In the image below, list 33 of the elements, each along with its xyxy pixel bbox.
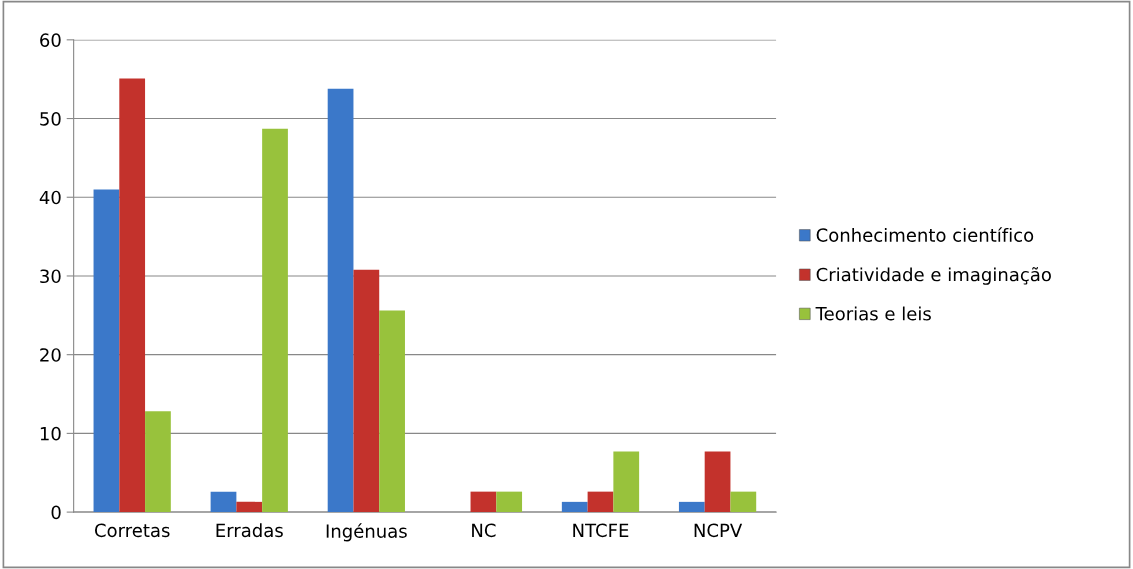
bar [613, 451, 640, 513]
bar [587, 491, 614, 513]
legend-label: Criatividade e imaginação [816, 267, 1051, 285]
bar [327, 88, 354, 513]
x-tick-label: NTCFE [573, 523, 629, 538]
bar [145, 411, 171, 513]
bar [262, 128, 288, 513]
y-tick-label: 0 [51, 505, 61, 520]
bar [470, 491, 497, 513]
x-tick-label: Corretas [94, 523, 170, 538]
bar [704, 451, 731, 513]
y-tick-label: 40 [39, 190, 61, 205]
legend-label: Conhecimento científico [816, 227, 1034, 242]
bar [236, 501, 263, 513]
y-tick-label: 30 [40, 269, 61, 284]
bar [678, 501, 705, 513]
y-tick-label: 50 [40, 112, 61, 126]
bar [119, 78, 146, 513]
bar [730, 491, 757, 513]
bar [210, 491, 237, 513]
y-tick-label: 10 [40, 426, 61, 441]
x-tick-label: Erradas [216, 523, 283, 538]
bar [496, 491, 523, 513]
bar [561, 501, 588, 513]
bar [93, 189, 120, 513]
bar [353, 269, 380, 513]
legend-label: Teorias e leis [815, 306, 931, 321]
y-tick-label: 60 [40, 33, 61, 47]
x-tick-label: NC [472, 523, 496, 538]
bar [379, 310, 405, 513]
y-tick-label: 20 [40, 348, 61, 362]
x-tick-label: Ingénuas [326, 523, 407, 542]
x-tick-label: NCPV [694, 523, 743, 538]
